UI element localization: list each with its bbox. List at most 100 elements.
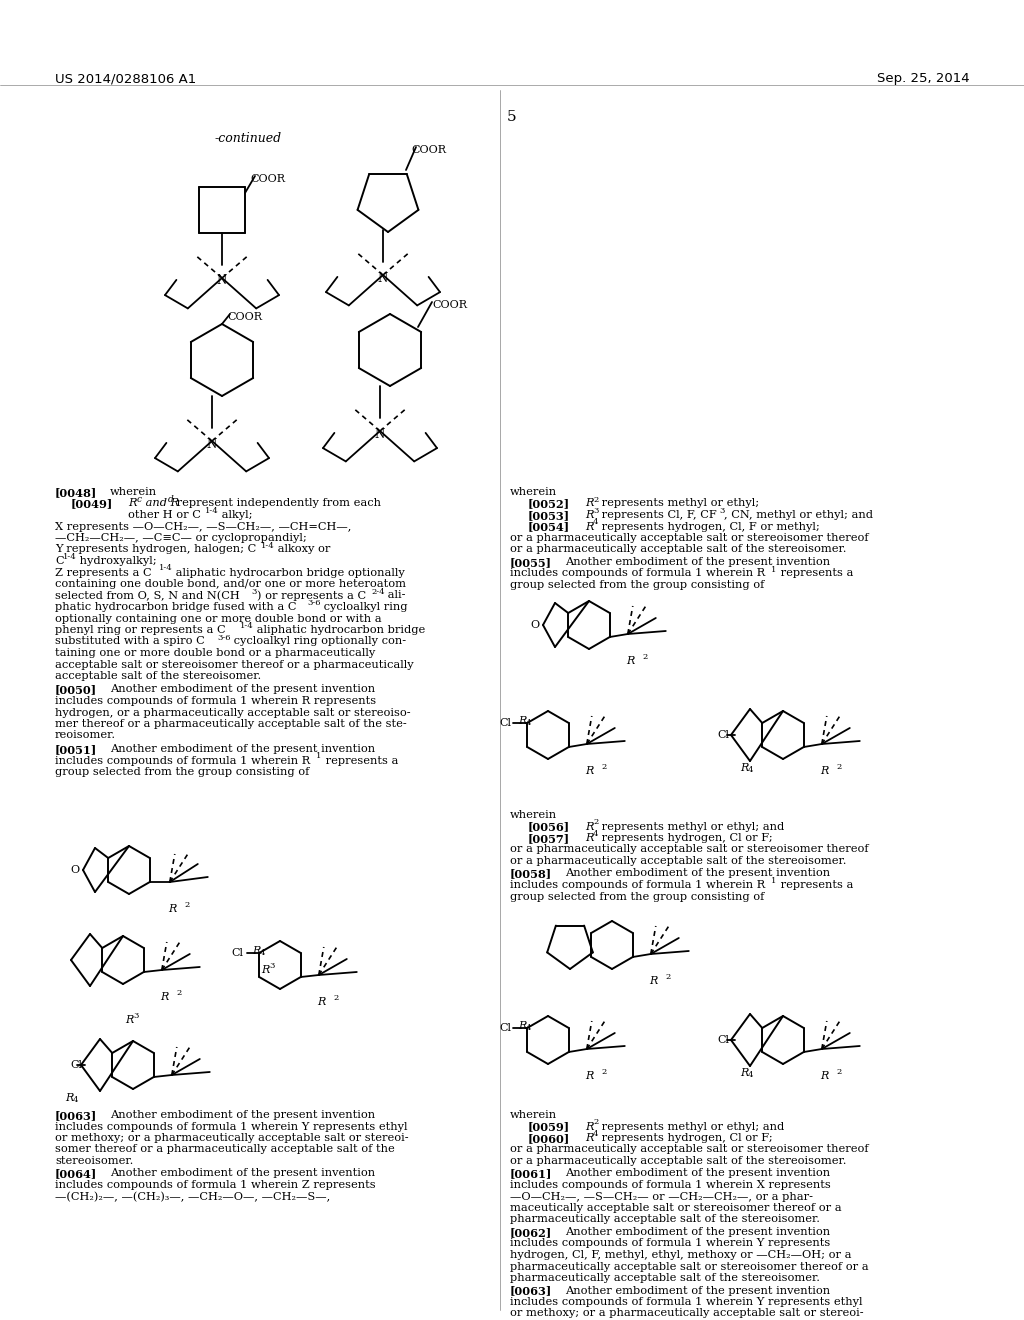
Text: COOR: COOR <box>227 312 262 322</box>
Text: [0062]: [0062] <box>510 1228 552 1238</box>
Text: R: R <box>261 965 269 975</box>
Text: d: d <box>168 495 174 504</box>
Text: substituted with a spiro C: substituted with a spiro C <box>55 636 205 647</box>
Text: represents Cl, F, CF: represents Cl, F, CF <box>598 510 717 520</box>
Text: 1-4: 1-4 <box>205 507 219 515</box>
Text: pharmaceutically acceptable salt of the stereoisomer.: pharmaceutically acceptable salt of the … <box>510 1272 820 1283</box>
Text: COOR: COOR <box>432 300 467 310</box>
Text: optionally containing one or more double bond or with a: optionally containing one or more double… <box>55 614 382 623</box>
Text: N: N <box>375 428 385 441</box>
Text: [0064]: [0064] <box>55 1168 97 1180</box>
Text: R: R <box>585 1122 594 1131</box>
Text: R: R <box>820 1071 829 1081</box>
Text: R: R <box>740 763 749 774</box>
Text: R: R <box>585 821 594 832</box>
Text: or a pharmaceutically acceptable salt of the stereoisomer.: or a pharmaceutically acceptable salt of… <box>510 1156 847 1166</box>
Text: R: R <box>317 997 326 1007</box>
Text: aliphatic hydrocarbon bridge optionally: aliphatic hydrocarbon bridge optionally <box>172 568 404 578</box>
Text: taining one or more double bond or a pharmaceutically: taining one or more double bond or a pha… <box>55 648 375 657</box>
Text: includes compounds of formula 1 wherein R: includes compounds of formula 1 wherein … <box>510 880 765 890</box>
Text: Another embodiment of the present invention: Another embodiment of the present invent… <box>565 1286 830 1295</box>
Text: R: R <box>585 833 594 843</box>
Text: represent independently from each: represent independently from each <box>173 499 381 508</box>
Text: ali-: ali- <box>384 590 406 601</box>
Text: COOR: COOR <box>250 174 285 183</box>
Text: Cl: Cl <box>717 730 729 741</box>
Text: 5: 5 <box>507 110 517 124</box>
Text: R: R <box>586 1071 594 1081</box>
Text: acceptable salt of the stereoisomer.: acceptable salt of the stereoisomer. <box>55 671 261 681</box>
Text: represents hydrogen, Cl, F or methyl;: represents hydrogen, Cl, F or methyl; <box>598 521 820 532</box>
Text: Another embodiment of the present invention: Another embodiment of the present invent… <box>565 557 830 568</box>
Text: or a pharmaceutically acceptable salt or stereoisomer thereof: or a pharmaceutically acceptable salt or… <box>510 845 868 854</box>
Text: N: N <box>378 272 388 285</box>
Text: R: R <box>585 499 594 508</box>
Text: Sep. 25, 2014: Sep. 25, 2014 <box>878 73 970 84</box>
Text: R: R <box>169 904 177 913</box>
Text: [0050]: [0050] <box>55 685 97 696</box>
Text: represents a: represents a <box>777 880 853 890</box>
Text: R: R <box>627 656 635 667</box>
Text: Cl: Cl <box>717 1035 729 1045</box>
Text: cycloalkyl ring: cycloalkyl ring <box>319 602 408 612</box>
Text: 3: 3 <box>251 587 256 595</box>
Text: represents a: represents a <box>322 755 398 766</box>
Text: [0058]: [0058] <box>510 869 552 879</box>
Text: 3-6: 3-6 <box>307 599 321 607</box>
Text: Y represents hydrogen, halogen; C: Y represents hydrogen, halogen; C <box>55 544 256 554</box>
Text: R: R <box>585 1133 594 1143</box>
Text: Another embodiment of the present invention: Another embodiment of the present invent… <box>110 1110 375 1119</box>
Text: cycloalkyl ring optionally con-: cycloalkyl ring optionally con- <box>230 636 407 647</box>
Text: pharmaceutically acceptable salt of the stereoisomer.: pharmaceutically acceptable salt of the … <box>510 1214 820 1225</box>
Text: includes compounds of formula 1 wherein R represents: includes compounds of formula 1 wherein … <box>55 696 376 706</box>
Text: hydrogen, or a pharmaceutically acceptable salt or stereoiso-: hydrogen, or a pharmaceutically acceptab… <box>55 708 411 718</box>
Text: R: R <box>128 499 136 508</box>
Text: alkyl;: alkyl; <box>218 510 253 520</box>
Text: 1: 1 <box>771 565 776 573</box>
Text: 1-4: 1-4 <box>63 553 77 561</box>
Text: phenyl ring or represents a C: phenyl ring or represents a C <box>55 624 225 635</box>
Text: [0048]: [0048] <box>55 487 97 498</box>
Text: selected from O, S, N and N(CH: selected from O, S, N and N(CH <box>55 590 240 601</box>
Text: Another embodiment of the present invention: Another embodiment of the present invent… <box>565 1228 830 1237</box>
Text: O: O <box>530 620 540 630</box>
Text: represents a: represents a <box>777 569 853 578</box>
Text: stereoisomer.: stereoisomer. <box>55 1156 133 1166</box>
Text: Another embodiment of the present invention: Another embodiment of the present invent… <box>565 869 830 879</box>
Text: 4: 4 <box>260 949 265 957</box>
Text: [0052]: [0052] <box>528 499 570 510</box>
Text: includes compounds of formula 1 wherein R: includes compounds of formula 1 wherein … <box>510 569 765 578</box>
Text: COOR: COOR <box>411 145 446 154</box>
Text: O: O <box>71 865 80 875</box>
Text: -continued: -continued <box>214 132 282 145</box>
Text: hydrogen, Cl, F, methyl, ethyl, methoxy or —CH₂—OH; or a: hydrogen, Cl, F, methyl, ethyl, methoxy … <box>510 1250 852 1261</box>
Text: or methoxy; or a pharmaceutically acceptable salt or stereoi-: or methoxy; or a pharmaceutically accept… <box>510 1308 863 1319</box>
Text: hydroxyalkyl;: hydroxyalkyl; <box>76 556 157 566</box>
Text: 4: 4 <box>593 1130 598 1138</box>
Text: R: R <box>740 1068 749 1078</box>
Text: 2: 2 <box>643 653 648 661</box>
Text: R: R <box>820 766 829 776</box>
Text: X represents —O—CH₂—, —S—CH₂—, —CH=CH—,: X represents —O—CH₂—, —S—CH₂—, —CH=CH—, <box>55 521 351 532</box>
Text: includes compounds of formula 1 wherein Y represents ethyl: includes compounds of formula 1 wherein … <box>55 1122 408 1131</box>
Text: 3-6: 3-6 <box>217 634 230 642</box>
Text: R: R <box>161 993 169 1002</box>
Text: R: R <box>125 1015 133 1026</box>
Text: or methoxy; or a pharmaceutically acceptable salt or stereoi-: or methoxy; or a pharmaceutically accept… <box>55 1133 409 1143</box>
Text: N: N <box>207 437 217 450</box>
Text: 1-4: 1-4 <box>240 622 254 630</box>
Text: 4: 4 <box>73 1096 79 1104</box>
Text: 2: 2 <box>177 989 182 997</box>
Text: includes compounds of formula 1 wherein R: includes compounds of formula 1 wherein … <box>55 755 310 766</box>
Text: —O—CH₂—, —S—CH₂— or —CH₂—CH₂—, or a phar-: —O—CH₂—, —S—CH₂— or —CH₂—CH₂—, or a phar… <box>510 1192 813 1201</box>
Text: includes compounds of formula 1 wherein X represents: includes compounds of formula 1 wherein … <box>510 1180 830 1191</box>
Text: [0059]: [0059] <box>528 1122 570 1133</box>
Text: 2: 2 <box>593 495 598 503</box>
Text: 2: 2 <box>602 1068 607 1076</box>
Text: Another embodiment of the present invention: Another embodiment of the present invent… <box>110 744 375 754</box>
Text: group selected from the group consisting of: group selected from the group consisting… <box>55 767 309 777</box>
Text: c: c <box>137 495 142 504</box>
Text: 2: 2 <box>593 1118 598 1126</box>
Text: [0055]: [0055] <box>510 557 552 568</box>
Text: 2: 2 <box>593 818 598 826</box>
